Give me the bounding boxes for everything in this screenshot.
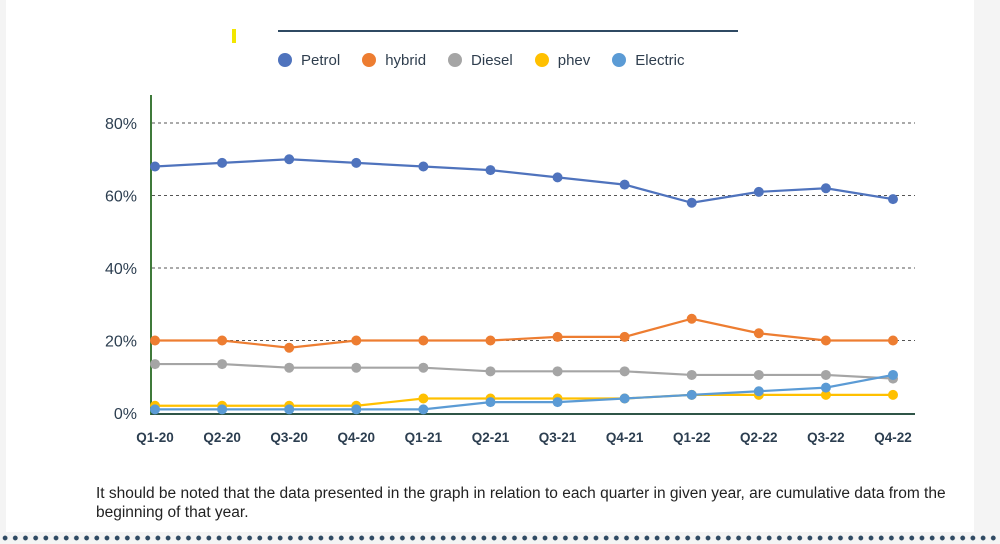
x-tick-label: Q3-20	[270, 430, 308, 445]
data-point-phev	[820, 389, 831, 400]
series-line-hybrid	[155, 317, 893, 349]
series-line-phev	[155, 393, 893, 407]
data-point-hybrid	[351, 335, 362, 346]
legend-item-phev: phev	[534, 51, 591, 69]
data-point-hybrid	[619, 331, 630, 342]
legend-label: Diesel	[471, 51, 513, 69]
data-point-diesel	[418, 362, 429, 373]
data-point-hybrid	[888, 335, 898, 346]
x-tick-label: Q1-22	[673, 430, 711, 445]
data-point-diesel	[150, 359, 160, 370]
data-point-petrol	[753, 186, 764, 197]
data-point-petrol	[686, 197, 697, 208]
data-point-petrol	[820, 183, 831, 194]
chart-card	[6, 0, 974, 532]
data-point-hybrid	[753, 328, 764, 339]
data-point-petrol	[351, 157, 362, 168]
x-tick-label: Q3-21	[539, 430, 577, 445]
data-point-electric	[150, 404, 160, 415]
data-point-hybrid	[217, 335, 228, 346]
data-point-diesel	[686, 369, 697, 380]
series-line-electric	[155, 373, 894, 411]
data-point-phev	[418, 393, 429, 404]
y-tick-label: 40%	[105, 261, 137, 278]
data-point-petrol	[485, 165, 496, 176]
data-point-electric	[351, 404, 362, 415]
legend-marker	[612, 53, 627, 67]
data-point-electric	[284, 404, 295, 415]
data-point-petrol	[619, 179, 630, 190]
legend-marker	[278, 53, 292, 67]
data-point-diesel	[351, 362, 362, 373]
y-tick-label: 20%	[105, 334, 137, 351]
x-tick-label: Q2-21	[472, 430, 510, 445]
x-tick-label: Q1-20	[136, 430, 174, 445]
data-point-electric	[552, 397, 563, 408]
data-point-petrol	[552, 172, 563, 183]
y-tick-label: 60%	[105, 189, 137, 206]
dotted-divider	[0, 535, 1000, 541]
data-point-hybrid	[284, 342, 295, 353]
data-point-diesel	[552, 366, 563, 377]
data-point-electric	[619, 393, 630, 404]
data-point-electric	[686, 389, 697, 400]
data-point-diesel	[619, 366, 630, 377]
chart-note: It should be noted that the data present…	[96, 485, 946, 521]
data-point-hybrid	[552, 331, 563, 342]
legend-label: Petrol	[301, 51, 341, 69]
data-point-petrol	[150, 161, 160, 172]
chart-legend: Petrol hybrid Diesel phev Electric	[278, 50, 684, 70]
data-point-diesel	[284, 362, 295, 373]
data-point-phev	[888, 389, 898, 400]
legend-marker	[448, 53, 463, 67]
data-point-hybrid	[485, 335, 496, 346]
x-tick-label: Q4-20	[338, 430, 376, 445]
data-point-diesel	[485, 366, 496, 377]
data-point-hybrid	[820, 335, 831, 346]
accent-mark	[232, 29, 236, 43]
x-tick-label: Q4-22	[874, 430, 912, 445]
x-tick-label: Q2-20	[203, 430, 241, 445]
header-rule	[278, 30, 738, 32]
legend-label: phev	[557, 51, 591, 69]
legend-label: hybrid	[385, 51, 427, 69]
data-point-electric	[485, 397, 496, 408]
x-tick-label: Q2-22	[740, 430, 778, 445]
data-point-hybrid	[150, 335, 160, 346]
data-point-diesel	[753, 369, 764, 380]
series-line-petrol	[154, 158, 894, 204]
data-point-petrol	[888, 194, 898, 205]
data-point-electric	[753, 386, 764, 397]
legend-item-hybrid: hybrid	[362, 52, 426, 69]
legend-item-electric: Electric	[612, 52, 684, 69]
data-point-electric	[217, 404, 228, 415]
y-tick-label: 80%	[105, 116, 137, 133]
legend-item-petrol: Petrol	[278, 52, 340, 69]
data-point-hybrid	[686, 313, 697, 324]
line-chart: 0% 20% 40% 60% 80% Q1-20 Q2-20 Q3-20 Q4-20 Q1-21 Q…	[105, 95, 915, 445]
y-tick-label: 0%	[114, 406, 137, 423]
x-tick-label: Q4-21	[606, 430, 644, 445]
data-point-petrol	[418, 161, 429, 172]
data-point-electric	[418, 404, 429, 415]
series-line-diesel	[155, 362, 894, 380]
legend-marker	[362, 53, 377, 67]
x-tick-label: Q1-21	[405, 430, 443, 445]
data-point-hybrid	[418, 335, 429, 346]
data-point-petrol	[284, 154, 295, 165]
data-point-electric	[888, 369, 898, 380]
x-tick-label: Q3-22	[807, 430, 845, 445]
legend-marker	[534, 53, 549, 67]
legend-item-diesel: Diesel	[448, 52, 513, 69]
data-point-diesel	[217, 359, 228, 370]
data-point-petrol	[217, 157, 228, 168]
data-point-diesel	[820, 369, 831, 380]
legend-label: Electric	[635, 51, 685, 69]
data-point-electric	[820, 382, 831, 393]
